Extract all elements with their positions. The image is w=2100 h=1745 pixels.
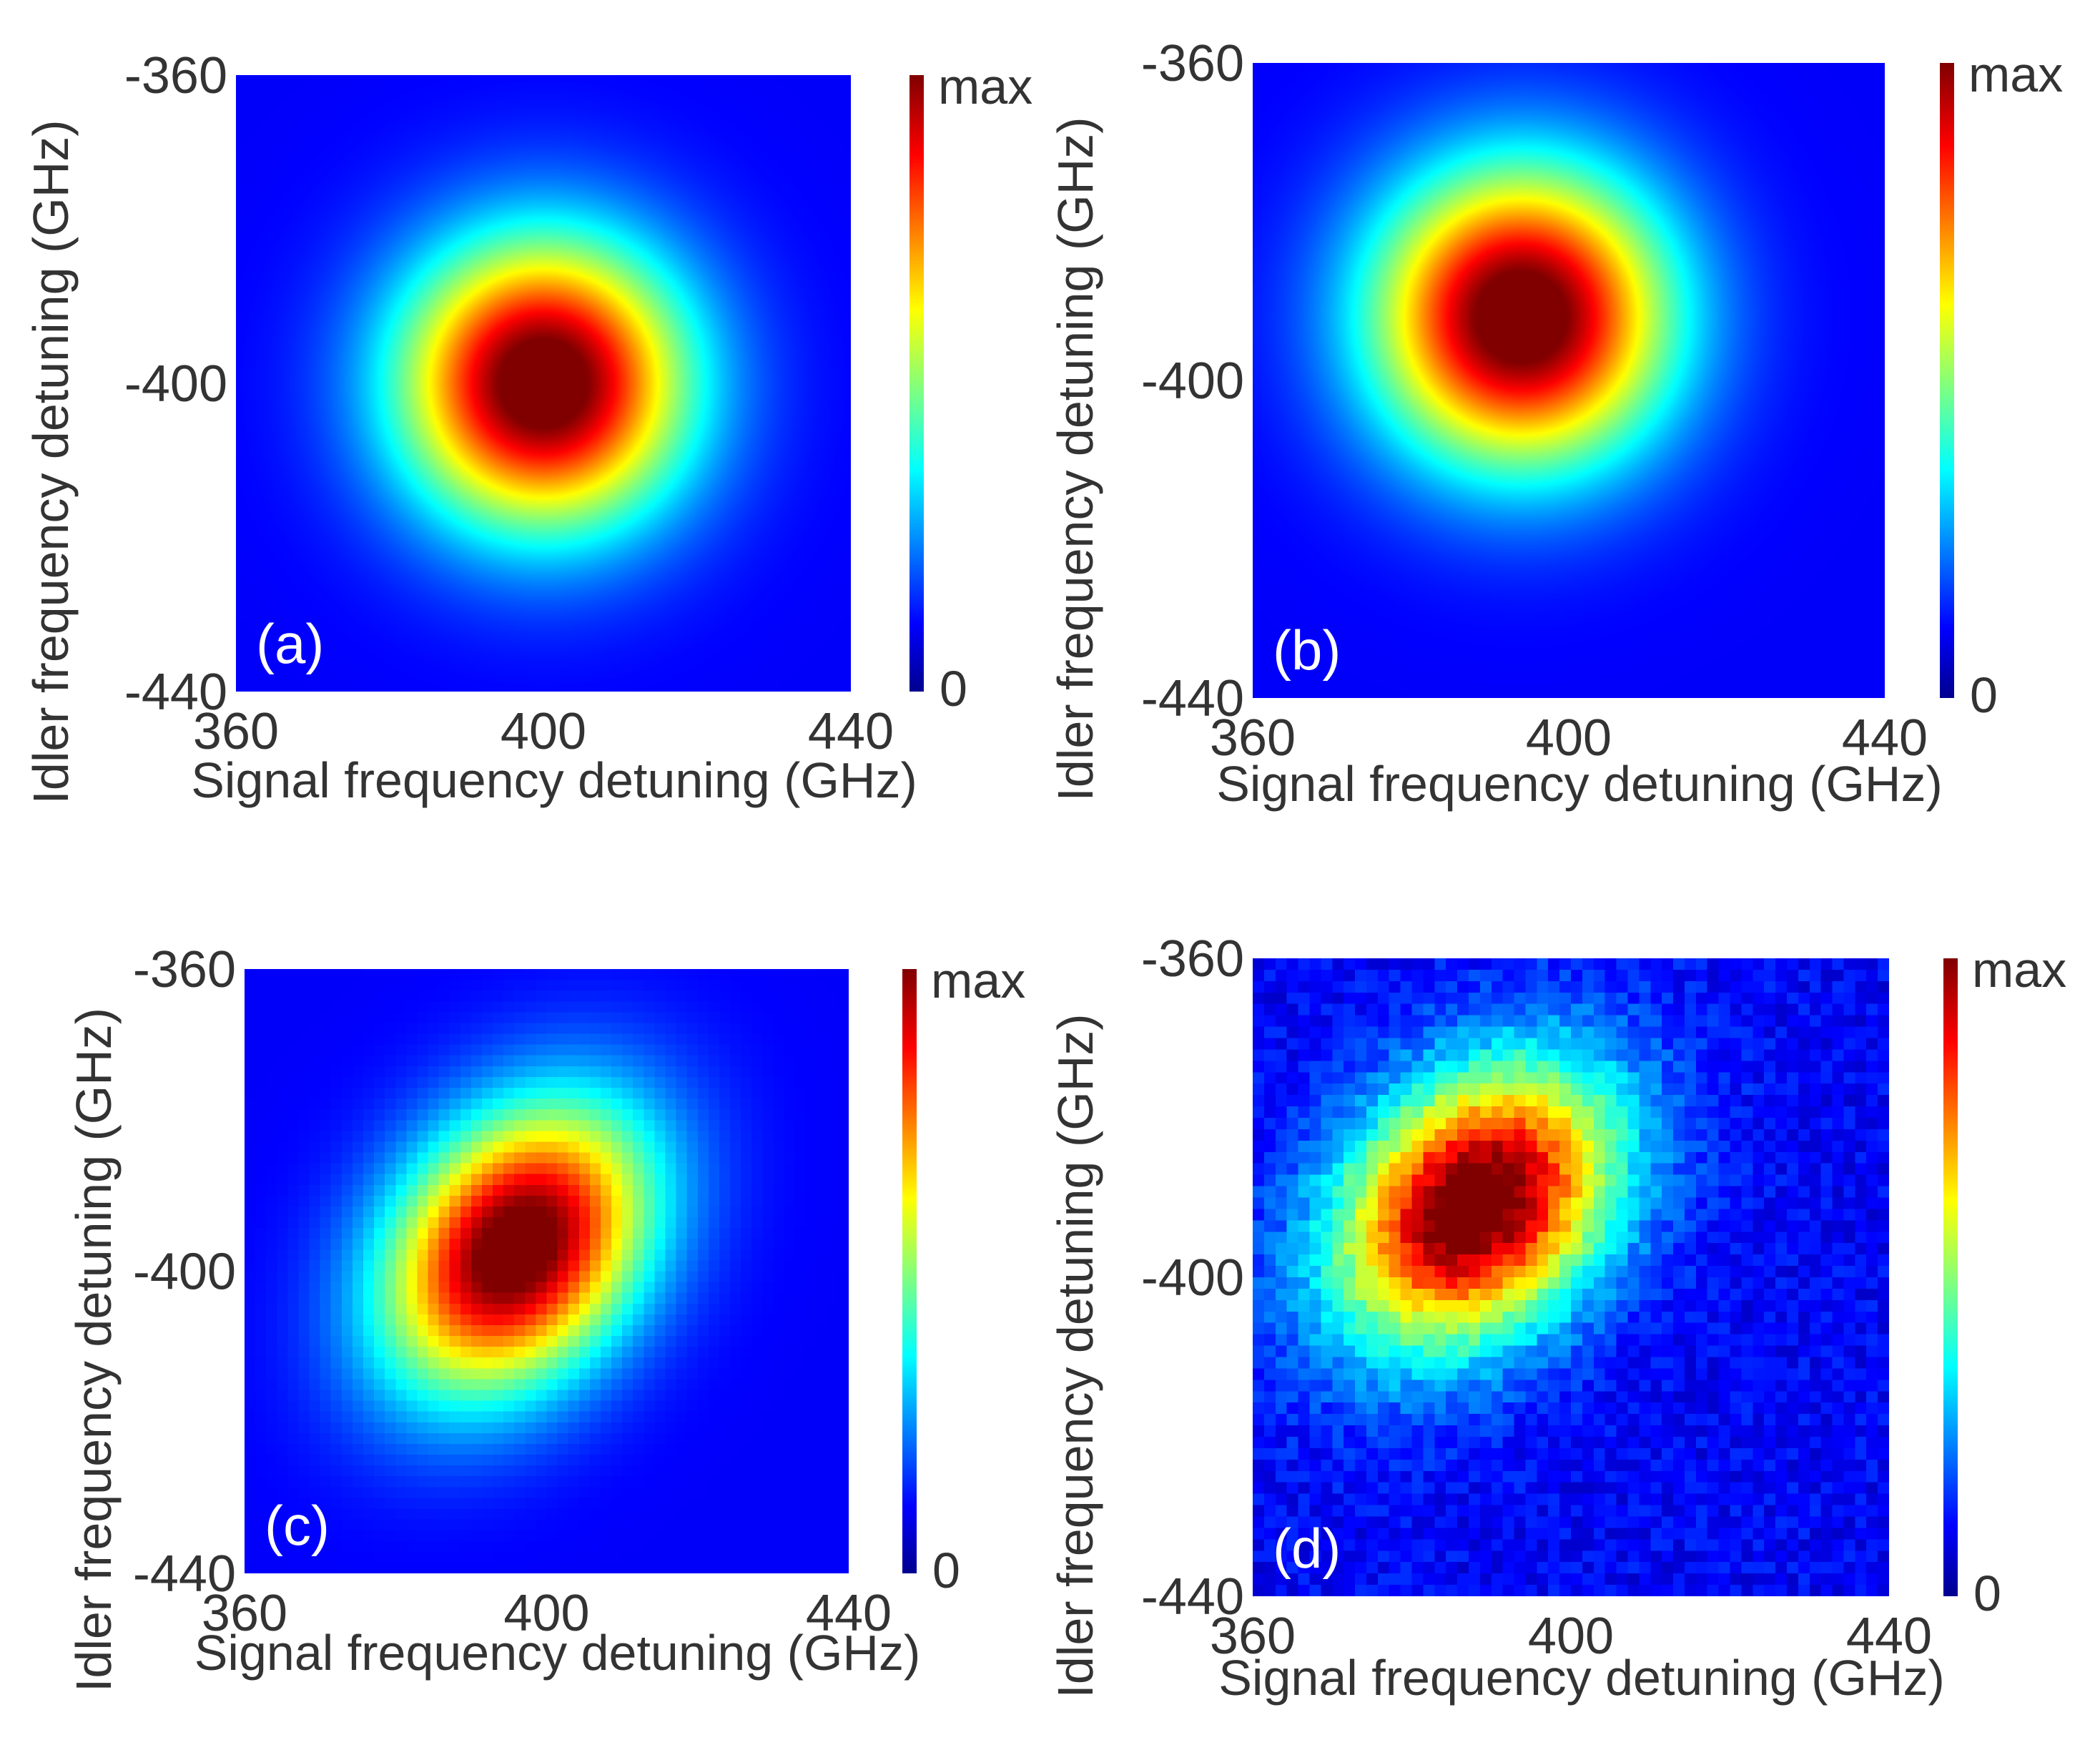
- heatmap-image: [1253, 958, 1889, 1596]
- y-tick-label: -440: [1141, 670, 1244, 727]
- x-tick-label: 400: [501, 703, 586, 760]
- x-tick-label: 360: [193, 703, 279, 760]
- x-tick-label: 360: [1210, 709, 1296, 767]
- x-tick-label: 360: [1210, 1608, 1296, 1665]
- panel-label: (c): [265, 1494, 330, 1557]
- colorbar-min-label: 0: [1973, 1565, 2001, 1621]
- panel-label: (d): [1273, 1517, 1341, 1580]
- colorbar: [1940, 63, 1954, 698]
- colorbar-max-label: max: [938, 59, 1032, 114]
- panel-label: (b): [1273, 619, 1341, 682]
- colorbar-max-label: max: [931, 953, 1025, 1008]
- colorbar-max-label: max: [1972, 942, 2066, 998]
- colorbar: [902, 969, 917, 1573]
- y-tick-label: -400: [124, 355, 227, 413]
- heatmap-image: [245, 969, 849, 1573]
- x-axis-label: Signal frequency detuning (GHz): [1216, 756, 1943, 812]
- y-tick-label: -360: [1141, 930, 1244, 988]
- x-tick-label: 440: [806, 1585, 892, 1642]
- y-axis-label: Idler frequency detuning (GHz): [1047, 1013, 1103, 1698]
- y-axis-label: Idler frequency detuning (GHz): [66, 1008, 122, 1692]
- x-tick-label: 400: [503, 1585, 589, 1642]
- y-axis-label: Idler frequency detuning (GHz): [1047, 117, 1103, 801]
- y-tick-label: -440: [133, 1545, 236, 1603]
- colorbar: [1943, 958, 1958, 1596]
- heatmap-image: [236, 75, 851, 692]
- x-tick-label: 440: [1846, 1608, 1932, 1665]
- x-tick-label: 400: [1526, 709, 1612, 767]
- x-tick-label: 440: [808, 703, 894, 760]
- x-tick-label: 360: [202, 1585, 287, 1642]
- panel-label: (a): [256, 612, 324, 675]
- heatmap-image: [1253, 63, 1885, 698]
- colorbar-min-label: 0: [932, 1543, 960, 1598]
- y-tick-label: -400: [1141, 1249, 1244, 1307]
- x-tick-label: 440: [1842, 709, 1928, 767]
- colorbar-min-label: 0: [940, 661, 967, 717]
- y-tick-label: -440: [1141, 1568, 1244, 1626]
- colorbar-min-label: 0: [1970, 667, 1998, 723]
- y-tick-label: -360: [124, 47, 227, 104]
- x-axis-label: Signal frequency detuning (GHz): [1218, 1650, 1945, 1706]
- y-tick-label: -400: [1141, 353, 1244, 410]
- y-tick-label: -400: [133, 1244, 236, 1301]
- x-axis-label: Signal frequency detuning (GHz): [191, 752, 917, 808]
- x-tick-label: 400: [1528, 1608, 1614, 1665]
- y-tick-label: -360: [133, 941, 236, 998]
- y-axis-label: Idler frequency detuning (GHz): [23, 119, 79, 804]
- x-axis-label: Signal frequency detuning (GHz): [194, 1625, 921, 1681]
- y-tick-label: -360: [1141, 35, 1244, 92]
- y-tick-label: -440: [124, 664, 227, 721]
- colorbar: [909, 75, 924, 692]
- colorbar-max-label: max: [1968, 46, 2063, 102]
